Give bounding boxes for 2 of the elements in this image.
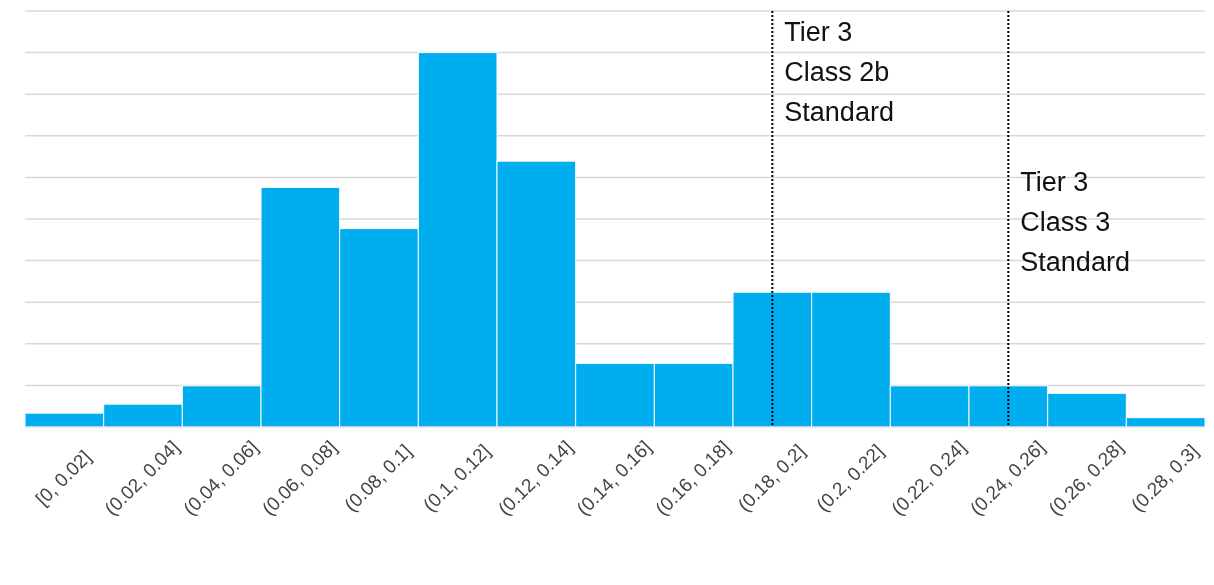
ref-line-label: Tier 3 Class 2b Standard bbox=[784, 17, 894, 127]
ref-line-label: Tier 3 Class 3 Standard bbox=[1020, 167, 1130, 277]
